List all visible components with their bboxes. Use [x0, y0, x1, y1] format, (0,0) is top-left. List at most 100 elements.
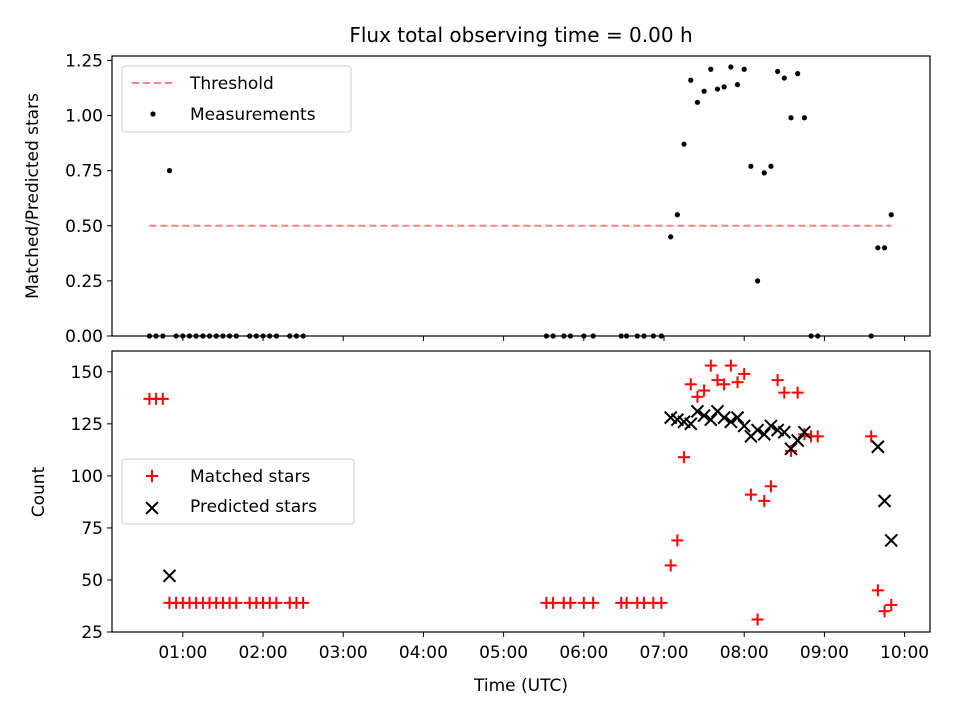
predicted-star-point: [697, 408, 711, 423]
x-tick-label: 08:00: [720, 643, 769, 663]
x-tick-label: 03:00: [319, 643, 368, 663]
y-tick-label: 150: [71, 363, 103, 383]
x-tick-label: 09:00: [800, 643, 849, 663]
measurement-point: [273, 333, 280, 339]
measurement-point: [641, 333, 647, 339]
measurement-point: [781, 75, 787, 81]
y-tick-label: 0.25: [65, 272, 103, 292]
x-tick-label: 02:00: [239, 643, 288, 663]
matched-star-point: [764, 480, 777, 493]
y-tick-label: 125: [71, 415, 103, 435]
matched-star-point: [758, 494, 771, 507]
measurement-point: [186, 333, 193, 339]
matched-star-point: [655, 596, 668, 609]
x-tick-label: 07:00: [640, 643, 689, 663]
legend-threshold-label: Threshold: [189, 74, 274, 94]
measurement-point: [658, 333, 664, 339]
matched-star-point: [724, 359, 737, 372]
measurement-point: [233, 333, 239, 339]
bottom-x-ticks: 01:00 02:00 03:00 04:00 05:00 06:00 07:00 08:00…: [158, 632, 929, 663]
matched-star-point: [270, 596, 283, 609]
matched-star-point: [587, 596, 600, 609]
predicted-star-point: [871, 440, 885, 454]
measurement-point: [618, 333, 624, 339]
measurement-point: [227, 333, 233, 339]
predicted-star-point: [884, 533, 898, 548]
measurement-point: [681, 141, 687, 147]
matched-star-point: [664, 559, 677, 572]
measurement-point: [714, 86, 721, 92]
measurement-point: [721, 84, 727, 90]
measurement-point: [688, 77, 694, 83]
measurement-point: [650, 333, 656, 339]
measurement-point: [180, 333, 186, 339]
measurement-point: [260, 333, 266, 339]
matched-star-point: [691, 390, 704, 403]
top-measurement-points: [146, 64, 894, 339]
measurement-point: [220, 333, 226, 339]
measurement-point: [300, 333, 306, 339]
measurement-point: [253, 333, 259, 339]
top-legend: Threshold Measurements: [121, 65, 352, 133]
matched-star-point: [865, 430, 878, 443]
legend-measurements-label: Measurements: [190, 105, 316, 125]
measurement-point: [694, 99, 701, 105]
measurement-point: [293, 333, 300, 339]
matched-star-points: [143, 359, 898, 626]
measurement-point: [146, 333, 153, 339]
legend-matched-swatch: [146, 470, 158, 482]
top-axes-frame: [111, 55, 931, 337]
measurement-point: [550, 333, 556, 339]
predicted-star-point: [162, 569, 177, 583]
matched-star-point: [678, 451, 691, 464]
matched-star-point: [671, 534, 684, 547]
x-tick-label: 06:00: [559, 643, 608, 663]
measurement-point: [567, 333, 574, 339]
measurement-point: [543, 333, 549, 339]
matched-star-point: [811, 430, 824, 443]
matched-star-point: [744, 488, 757, 501]
measurement-point: [634, 333, 640, 339]
bottom-axes-frame: [111, 350, 931, 633]
predicted-star-point: [730, 410, 745, 425]
measurement-point: [561, 333, 567, 339]
predicted-star-point: [797, 425, 812, 439]
measurement-point: [768, 163, 774, 169]
predicted-star-point: [684, 417, 698, 431]
measurement-point: [206, 333, 213, 339]
y-tick-label: 0.00: [65, 327, 103, 347]
measurement-point: [795, 71, 801, 77]
matched-star-point: [778, 386, 791, 399]
matched-star-point: [156, 392, 169, 405]
measurement-point: [888, 212, 894, 218]
measurement-point: [801, 115, 807, 121]
measurement-point: [581, 333, 587, 339]
measurement-point: [267, 333, 273, 339]
predicted-star-point: [777, 425, 792, 439]
top-axes: 0.00 0.25 0.50 0.75 1.00 1.25 Matched/Predict…: [23, 51, 931, 347]
measurement-point: [674, 212, 680, 218]
predicted-star-point: [757, 427, 771, 441]
measurement-point: [623, 333, 630, 339]
measurement-point: [247, 333, 253, 339]
legend-predicted-swatch: [145, 501, 159, 515]
matched-star-point: [798, 428, 811, 441]
predicted-star-point: [784, 442, 798, 456]
measurement-point: [160, 333, 166, 339]
matched-star-point: [784, 444, 797, 457]
y-tick-label: 0.50: [65, 217, 103, 237]
x-tick-label: 05:00: [479, 643, 528, 663]
matched-star-point: [711, 374, 724, 387]
matched-star-point: [871, 584, 884, 597]
matched-star-point: [230, 596, 243, 609]
predicted-star-points: [162, 404, 898, 583]
y-tick-label: 100: [71, 467, 103, 487]
measurement-point: [741, 66, 747, 72]
measurement-point: [173, 333, 179, 339]
predicted-star-point: [790, 433, 805, 448]
measurement-point: [775, 68, 781, 75]
measurement-point: [200, 333, 206, 339]
measurement-point: [754, 278, 761, 284]
predicted-star-point: [737, 419, 751, 433]
y-tick-label: 1.00: [65, 107, 103, 127]
